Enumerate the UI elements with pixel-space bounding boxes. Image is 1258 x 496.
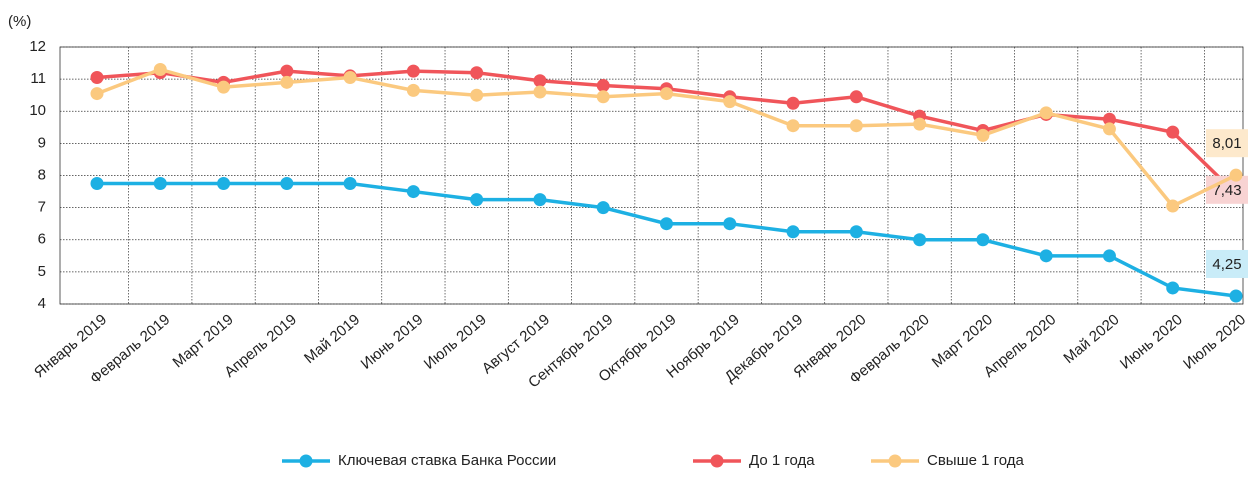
data-point xyxy=(1229,289,1243,303)
data-point xyxy=(153,62,167,76)
data-point xyxy=(343,71,357,85)
legend-label: Свыше 1 года xyxy=(927,452,1025,469)
data-point xyxy=(217,177,231,191)
y-tick-label: 11 xyxy=(30,70,46,87)
data-point xyxy=(90,87,104,101)
data-point xyxy=(90,71,104,85)
legend-marker xyxy=(888,454,902,468)
y-tick-label: 5 xyxy=(38,263,46,280)
y-tick-label: 10 xyxy=(29,102,46,119)
data-point xyxy=(596,79,610,93)
x-tick-label: Июнь 2019 xyxy=(358,311,427,373)
y-tick-label: 8 xyxy=(38,166,46,183)
data-point xyxy=(786,96,800,110)
data-point xyxy=(90,177,104,191)
data-point xyxy=(533,85,547,99)
data-point xyxy=(1229,168,1243,182)
legend-label: Ключевая ставка Банка России xyxy=(338,452,556,469)
plot-frame xyxy=(59,46,1244,305)
data-point xyxy=(470,66,484,80)
data-point xyxy=(849,225,863,239)
data-point xyxy=(280,64,294,78)
data-point xyxy=(596,90,610,104)
y-tick-label: 12 xyxy=(29,38,46,55)
data-point xyxy=(406,83,420,97)
data-point xyxy=(1039,249,1053,263)
y-tick-label: 9 xyxy=(38,134,46,151)
data-point xyxy=(1102,122,1116,136)
value-label-bg xyxy=(1206,249,1248,278)
x-tick-label: Май 2019 xyxy=(301,311,363,367)
legend-label: До 1 года xyxy=(749,452,815,469)
data-point xyxy=(217,80,231,94)
data-point xyxy=(280,75,294,89)
data-point xyxy=(343,177,357,191)
y-unit: (%) xyxy=(8,13,31,30)
data-point xyxy=(723,217,737,231)
data-point xyxy=(153,177,167,191)
y-tick-label: 4 xyxy=(38,295,46,312)
value-label: 4,25 xyxy=(1212,256,1241,273)
data-point xyxy=(849,90,863,104)
data-point xyxy=(406,185,420,199)
data-point xyxy=(533,74,547,88)
data-point xyxy=(280,177,294,191)
data-point xyxy=(976,128,990,142)
value-label: 7,43 xyxy=(1212,182,1241,199)
y-tick-label: 7 xyxy=(38,199,46,216)
data-point xyxy=(1166,125,1180,139)
data-point xyxy=(723,95,737,109)
data-point xyxy=(786,225,800,239)
data-point xyxy=(660,217,673,231)
x-tick-label: Май 2020 xyxy=(1060,311,1122,367)
data-point xyxy=(913,233,927,247)
data-point xyxy=(533,193,547,207)
x-tick-label: Июль 2020 xyxy=(1180,311,1249,373)
value-label-bg xyxy=(1206,129,1248,158)
data-point xyxy=(976,233,990,247)
data-point xyxy=(596,201,610,215)
data-point xyxy=(1102,249,1116,263)
data-point xyxy=(849,119,863,133)
data-point xyxy=(660,87,673,101)
data-point xyxy=(406,64,420,78)
y-tick-label: 6 xyxy=(38,231,46,248)
legend-marker xyxy=(299,454,313,468)
value-label: 8,01 xyxy=(1212,135,1241,152)
data-point xyxy=(470,193,484,207)
data-point xyxy=(1166,199,1180,213)
data-point xyxy=(1102,112,1116,126)
data-point xyxy=(1166,281,1180,295)
data-point xyxy=(913,117,927,131)
x-tick-label: Июнь 2020 xyxy=(1117,311,1186,373)
data-point xyxy=(470,88,484,102)
data-point xyxy=(786,119,800,133)
legend-marker xyxy=(710,454,724,468)
data-point xyxy=(1039,106,1053,120)
